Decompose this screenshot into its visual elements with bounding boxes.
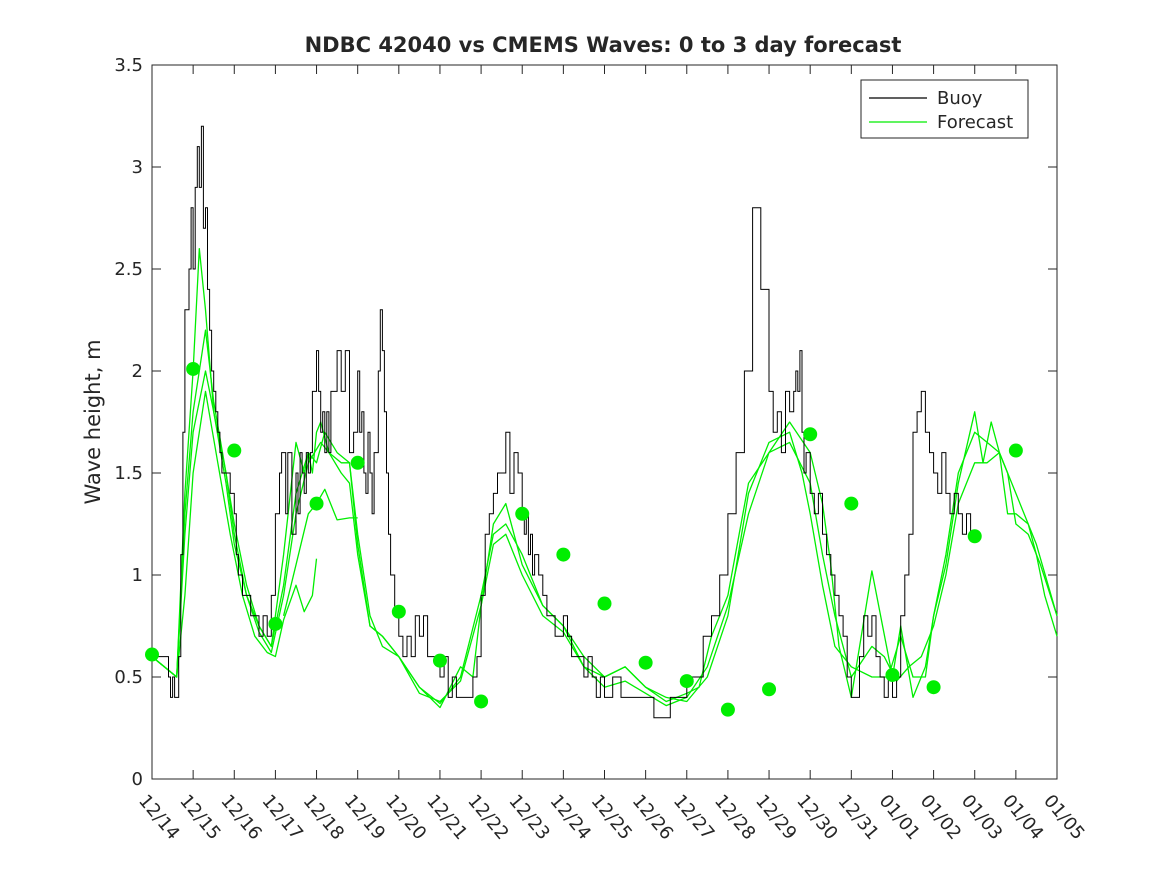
forecast-line-5 [282,488,358,616]
y-tick-label: 2.5 [114,259,143,280]
chart-title: NDBC 42040 vs CMEMS Waves: 0 to 3 day fo… [305,33,902,57]
analysis-point [720,702,735,717]
y-axis-label: Wave height, m [81,339,105,504]
analysis-point [556,547,571,562]
plot-area [151,64,1058,780]
analysis-point [268,616,283,631]
analysis-point [967,529,982,544]
legend-box [860,79,1029,139]
y-tick-label: 3 [132,157,143,178]
analysis-point [679,674,694,689]
analysis-point [432,653,447,668]
legend: Buoy Forecast [860,79,1029,139]
series-layer [151,125,1058,719]
y-tick-label: 3.5 [114,55,143,76]
analysis-point [350,455,365,470]
buoy-line [152,125,975,719]
y-tick-label: 0 [132,769,143,790]
analysis-point [186,361,201,376]
analysis-points [145,361,1023,717]
forecast-line-2 [151,329,1058,705]
analysis-point [885,667,900,682]
analysis-point [309,496,324,511]
legend-forecast-label: Forecast [937,112,1013,133]
y-tick-label: 0.5 [114,667,143,688]
analysis-point [844,496,859,511]
analysis-point [926,680,941,695]
analysis-point [1008,443,1023,458]
analysis-point [391,604,406,619]
analysis-point [638,655,653,670]
analysis-point [515,506,530,521]
analysis-point [803,427,818,442]
analysis-point [145,647,159,662]
y-tick-label: 1.5 [114,463,143,484]
legend-buoy-label: Buoy [937,88,983,109]
y-tick-label: 2 [132,361,143,382]
analysis-point [474,694,489,709]
y-axis: 0 0.5 1 1.5 2 2.5 3 3.5 [114,55,1057,790]
analysis-point [597,596,612,611]
analysis-point [227,443,242,458]
analysis-point [762,682,777,697]
y-tick-label: 1 [132,565,143,586]
forecast-line-3 [151,370,1058,707]
